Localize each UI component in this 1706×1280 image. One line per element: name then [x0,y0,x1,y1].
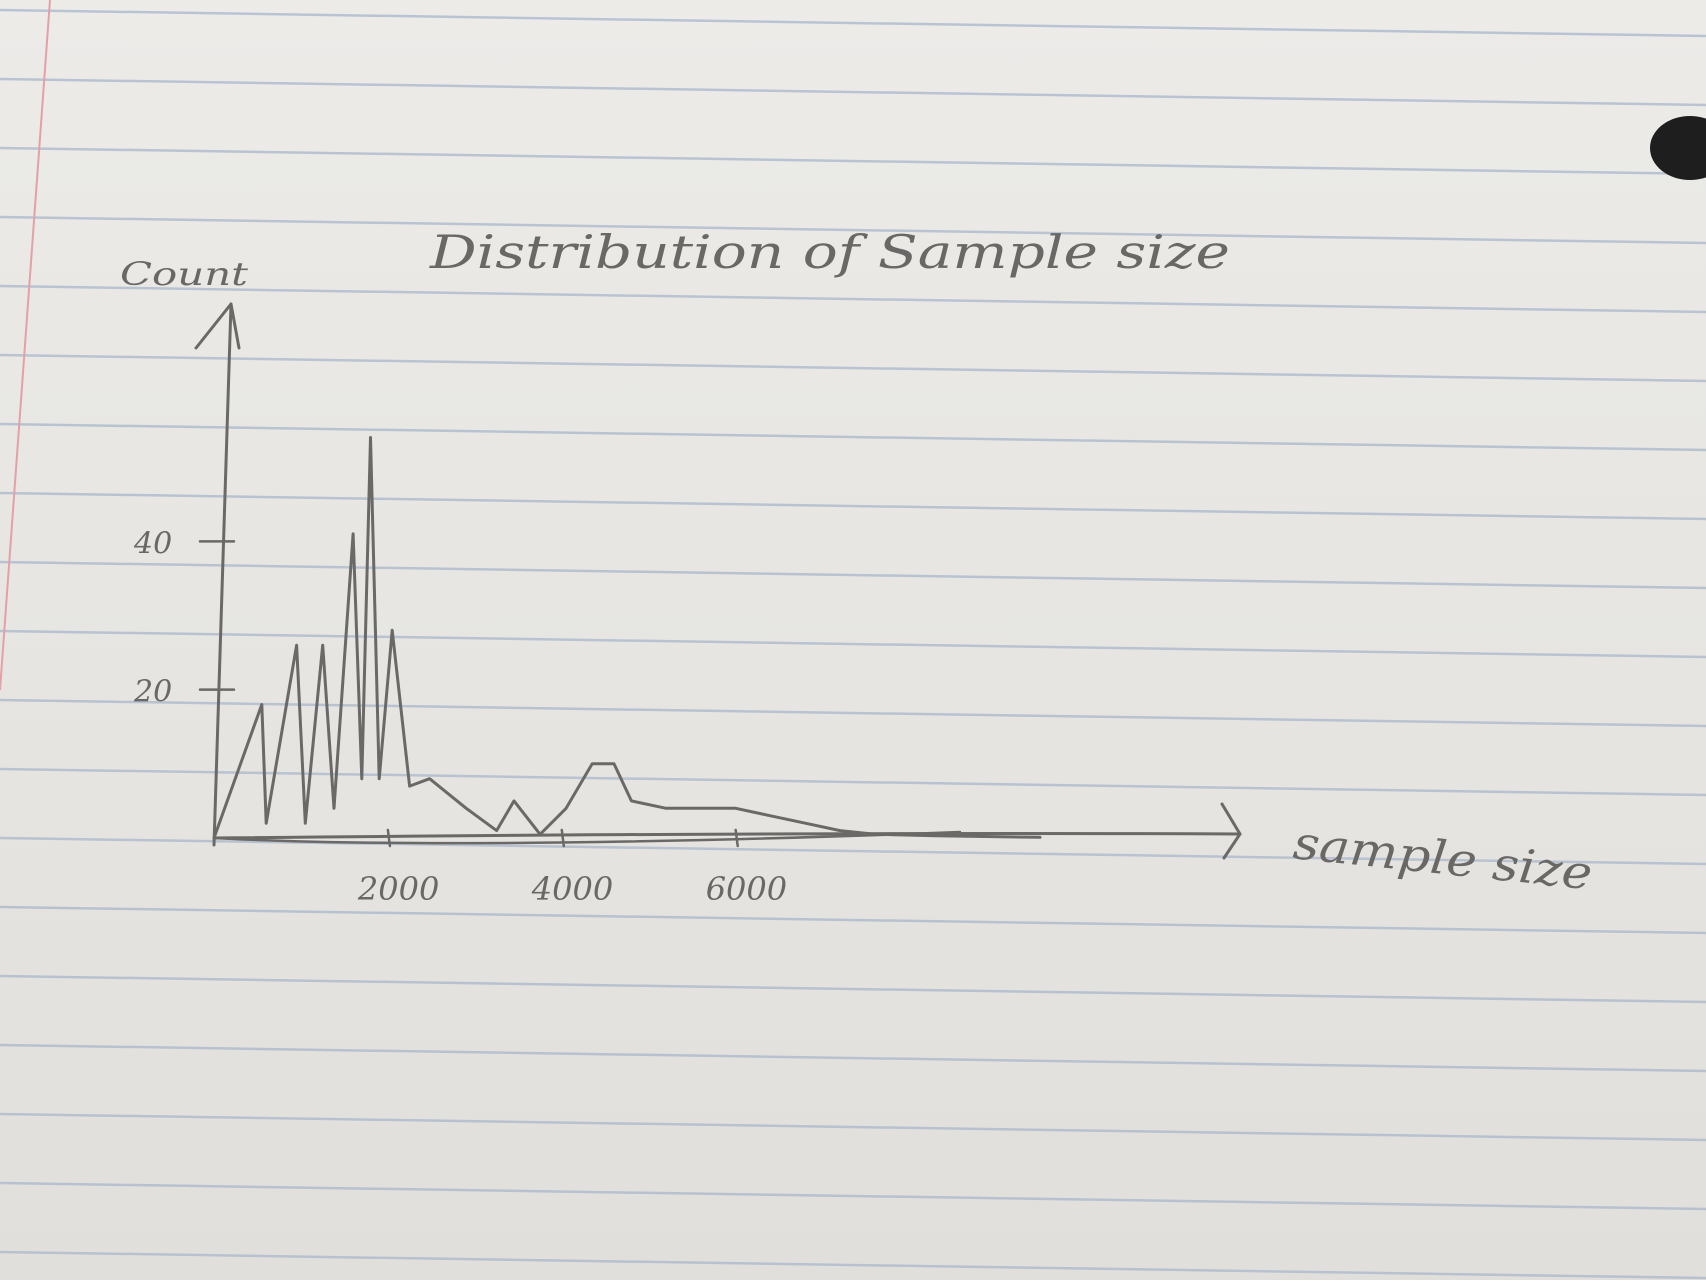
x-ticks: 2000 4000 6000 [357,828,787,908]
ruled-line [0,353,1706,383]
ruled-line [0,905,1706,935]
x-tick-label: 4000 [531,870,613,908]
y-tick-label: 20 [133,675,172,710]
ruled-line [0,560,1706,590]
y-tick-label: 40 [133,526,172,561]
chart-title: Distribution of Sample size [429,225,1230,279]
y-axis [212,302,233,847]
ruled-line [0,1112,1706,1142]
ruled-line [0,698,1706,728]
x-axis-baseline-curve [212,830,962,845]
punch-hole [1650,116,1706,180]
ruled-lines [0,8,1706,1280]
ruled-line [0,284,1706,314]
ruled-line [0,1181,1706,1211]
x-tick-mark [386,828,392,848]
ruled-line [0,1250,1706,1280]
x-axis-arrowhead [1220,802,1242,860]
ruled-line [0,1043,1706,1073]
ruled-line [0,836,1706,866]
x-tick-label: 6000 [706,870,787,908]
x-tick-mark [734,828,739,848]
ruled-line [0,8,1706,38]
series-line [212,436,1042,840]
ruled-line [0,146,1706,176]
ruled-line [0,974,1706,1004]
margin-line [0,0,51,691]
y-axis-label: Count [120,255,248,293]
ruled-line [0,629,1706,659]
y-axis-arrowhead [194,302,241,350]
ruled-line [0,767,1706,797]
series [212,436,1042,840]
x-tick-mark [560,828,566,848]
ruled-line [0,77,1706,107]
x-axis [212,831,1242,840]
ruled-line [0,215,1706,245]
x-tick-label: 2000 [357,870,439,908]
ruled-line [0,491,1706,521]
ruled-line [0,422,1706,452]
x-axis-label: sample size [1291,815,1595,900]
